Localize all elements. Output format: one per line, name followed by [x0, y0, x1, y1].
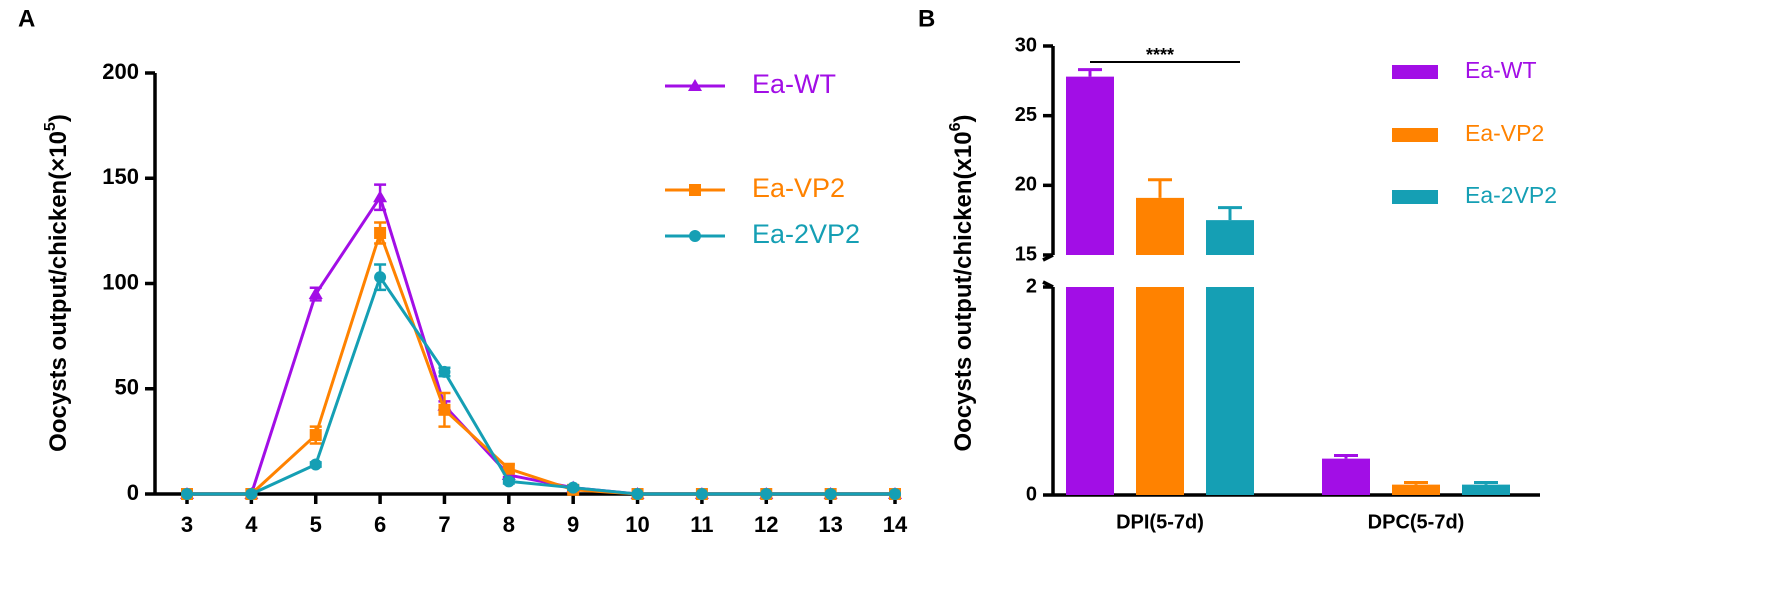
- data-point: [438, 403, 451, 416]
- y-axis-label: Oocysts output/chicken(×105): [42, 114, 72, 452]
- x-tick-label: 14: [883, 512, 908, 537]
- data-point: [374, 226, 387, 239]
- data-point: [567, 481, 580, 494]
- panel-label: A: [18, 5, 35, 32]
- x-tick-label: 4: [245, 512, 258, 537]
- x-tick-label: 11: [690, 512, 713, 537]
- bar: [1322, 458, 1370, 495]
- x-tick-label: 8: [503, 512, 515, 537]
- y-tick-label: 0: [127, 480, 139, 505]
- annotation: ****: [1146, 45, 1174, 65]
- x-tick-label: 9: [567, 512, 579, 537]
- data-point: [374, 271, 387, 284]
- data-point: [502, 462, 515, 475]
- legend-label: Ea-2VP2: [1465, 182, 1557, 208]
- legend-swatch: [1392, 128, 1438, 142]
- y-tick-label: 100: [102, 269, 139, 294]
- y-axis-label-exponent: 6: [947, 122, 964, 131]
- bar: [1066, 76, 1114, 496]
- legend-label: Ea-WT: [752, 69, 836, 99]
- data-point: [502, 475, 515, 488]
- data-point: [309, 458, 322, 471]
- data-point: [308, 287, 323, 300]
- data-point: [181, 488, 193, 500]
- y-tick-label: 30: [1015, 34, 1037, 56]
- y-tick-label: 200: [102, 59, 139, 84]
- x-tick-label: DPI(5-7d): [1116, 511, 1204, 533]
- y-axis-label: Oocysts output/chicken(x106): [947, 115, 977, 452]
- y-tick-label: 150: [102, 164, 139, 189]
- error-bar: [1218, 206, 1242, 221]
- data-point: [695, 488, 708, 500]
- x-tick-label: 5: [310, 512, 322, 537]
- legend-label: Ea-2VP2: [752, 219, 860, 249]
- data-point: [631, 488, 644, 500]
- data-point: [824, 488, 837, 500]
- data-point: [889, 488, 901, 500]
- y-tick-label: 0: [1026, 483, 1037, 505]
- y-axis-label-exponent: 5: [42, 122, 59, 131]
- y-axis-label-text: Oocysts output/chicken(×10: [45, 131, 72, 452]
- y-axis-label-suffix: ): [950, 115, 977, 123]
- bar: [1206, 220, 1254, 495]
- error-bar: [1078, 68, 1102, 77]
- legend-swatch: [1392, 65, 1438, 79]
- data-point: [373, 190, 388, 203]
- x-tick-label: 12: [754, 512, 778, 537]
- legend-label: Ea-VP2: [1465, 120, 1544, 146]
- y-tick-label: 25: [1015, 104, 1037, 126]
- series-line: [187, 273, 895, 496]
- x-tick-label: 10: [625, 512, 649, 537]
- data-point: [438, 365, 451, 378]
- legend-label: Ea-VP2: [752, 173, 845, 203]
- error-bar: [1148, 178, 1172, 198]
- bar: [1136, 197, 1184, 495]
- bar: [1462, 484, 1510, 495]
- legend-marker: [689, 184, 701, 196]
- y-tick-label: 15: [1015, 243, 1037, 265]
- y-tick-label: 50: [115, 375, 139, 400]
- bar: [1392, 484, 1440, 495]
- error-bar: [1474, 481, 1498, 485]
- x-tick-label: 3: [181, 512, 193, 537]
- data-point: [760, 488, 773, 500]
- error-bar: [1404, 481, 1428, 485]
- x-tick-label: 7: [438, 512, 450, 537]
- y-axis-label-suffix: ): [45, 114, 72, 122]
- y-axis-label-text: Oocysts output/chicken(x10: [950, 131, 977, 451]
- legend-marker: [689, 230, 701, 242]
- y-tick-label: 2: [1026, 275, 1037, 297]
- legend-label: Ea-WT: [1465, 57, 1537, 83]
- legend-swatch: [1392, 190, 1438, 204]
- legend-marker: [688, 79, 702, 91]
- y-tick-label: 20: [1015, 174, 1037, 196]
- x-tick-label: 6: [374, 512, 386, 537]
- data-point: [245, 488, 258, 500]
- x-tick-label: 13: [818, 512, 842, 537]
- x-tick-label: DPC(5-7d): [1368, 511, 1465, 533]
- data-point: [309, 429, 322, 442]
- axis-break: [1042, 253, 1054, 289]
- error-bar: [1334, 453, 1358, 459]
- panel-label: B: [918, 5, 935, 32]
